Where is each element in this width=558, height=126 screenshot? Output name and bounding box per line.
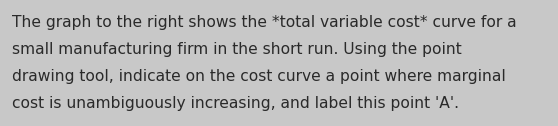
Text: small manufacturing firm in the short run. Using the point: small manufacturing firm in the short ru… — [12, 42, 462, 57]
Text: The graph to the right shows the *total variable cost* curve for a: The graph to the right shows the *total … — [12, 15, 517, 30]
Text: cost is unambiguously increasing​, and label this point 'A'.: cost is unambiguously increasing​, and l… — [12, 96, 459, 111]
Text: drawing tool​, indicate on the cost curve a point where marginal: drawing tool​, indicate on the cost curv… — [12, 69, 506, 84]
